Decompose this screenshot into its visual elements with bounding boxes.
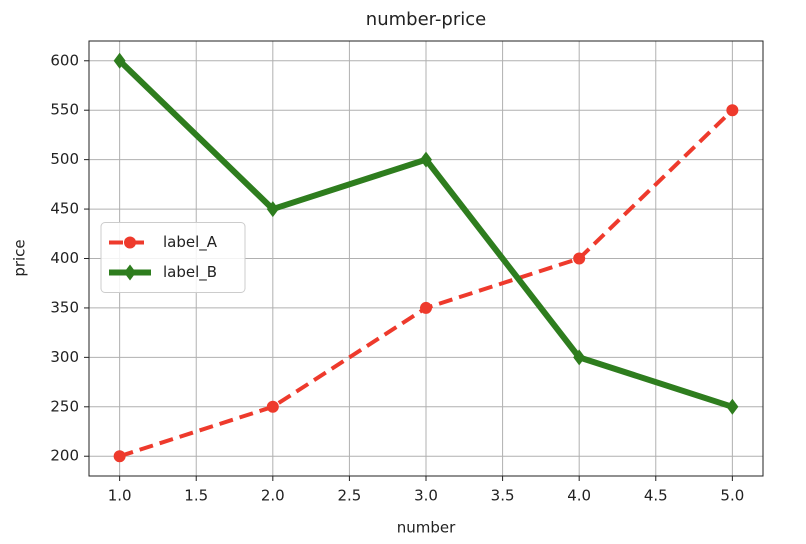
x-tick-label: 1.0 <box>108 487 132 505</box>
x-axis-label: number <box>397 519 456 537</box>
x-tick-label: 4.5 <box>644 487 668 505</box>
point <box>726 398 739 415</box>
y-tick-label: 500 <box>50 150 79 168</box>
point <box>420 151 432 168</box>
point <box>573 349 586 366</box>
x-tick-label: 2.0 <box>261 487 285 505</box>
x-tick-label: 3.0 <box>414 487 438 505</box>
legend-marker <box>124 264 136 281</box>
x-tick-label: 1.5 <box>184 487 208 505</box>
x-tick-label: 3.5 <box>491 487 515 505</box>
x-tick-label: 2.5 <box>337 487 361 505</box>
y-tick-label: 350 <box>50 298 79 316</box>
y-tick-label: 400 <box>50 249 79 267</box>
point <box>726 104 739 117</box>
chart-title: number-price <box>366 9 486 30</box>
y-axis-label: price <box>11 239 29 276</box>
y-tick-label: 450 <box>50 200 79 218</box>
y-tick-label: 600 <box>50 51 79 69</box>
y-tick-label: 550 <box>50 101 79 119</box>
plot-frame <box>88 40 764 477</box>
legend-marker <box>124 236 136 249</box>
legend-label: label_A <box>163 233 218 252</box>
point <box>420 301 432 314</box>
x-tick-label: 4.0 <box>567 487 591 505</box>
legend-label: label_B <box>163 263 217 282</box>
y-tick-label: 300 <box>50 348 79 366</box>
point <box>573 252 586 265</box>
point <box>113 450 126 463</box>
x-tick-label: 5.0 <box>720 487 744 505</box>
point <box>113 52 126 69</box>
point <box>266 201 279 218</box>
y-tick-label: 200 <box>50 447 79 465</box>
point <box>266 400 279 413</box>
y-tick-label: 250 <box>50 397 79 415</box>
